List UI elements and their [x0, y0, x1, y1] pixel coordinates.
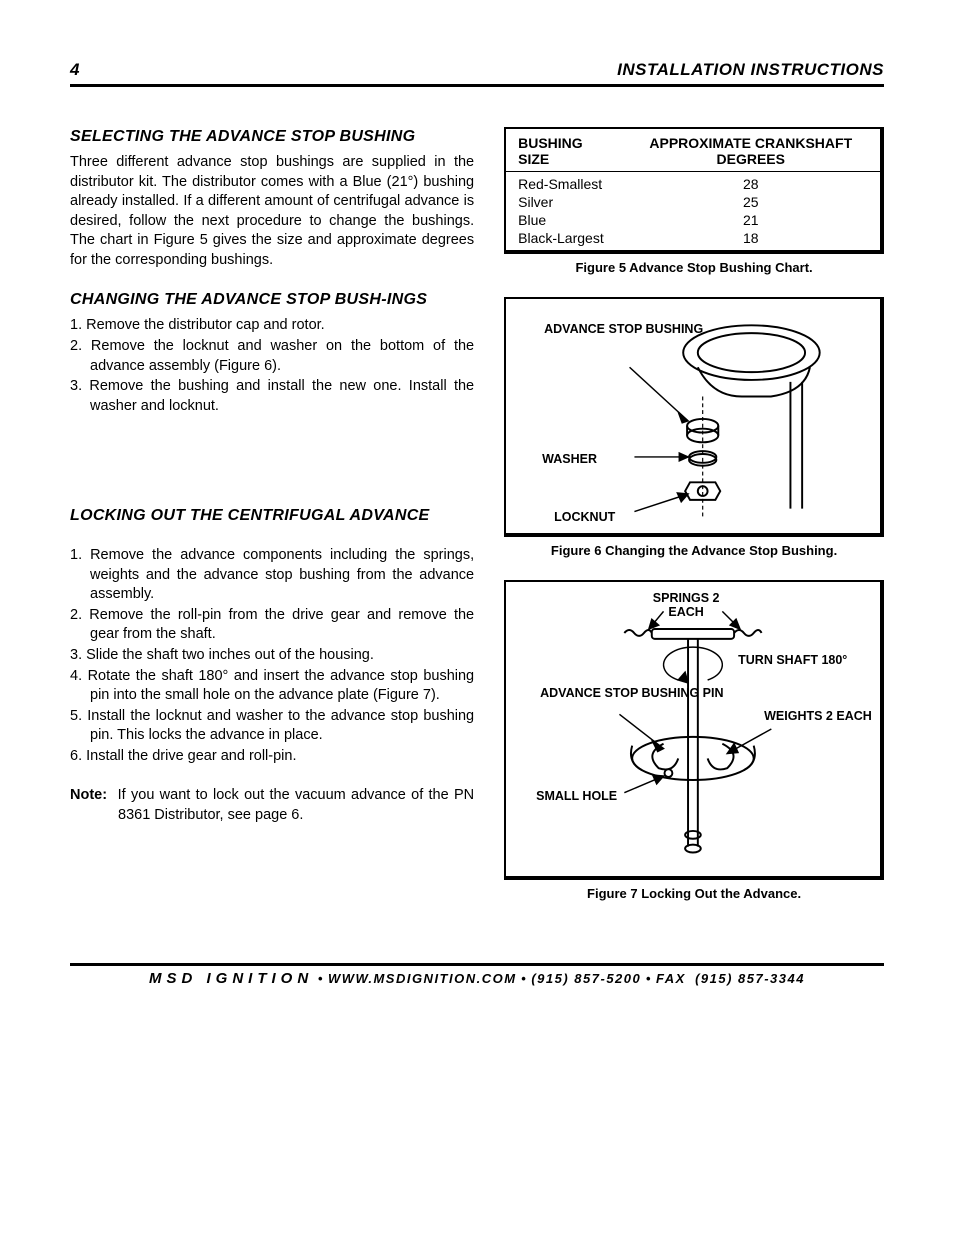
page-footer: MSD IGNITION • WWW.MSDIGNITION.COM • (91… — [70, 963, 884, 987]
page-header: 4 INSTALLATION INSTRUCTIONS — [70, 60, 884, 87]
label-weights: WEIGHTS 2 EACH — [764, 710, 872, 724]
bushing-table: BUSHING SIZE APPROXIMATE CRANKSHAFT DEGR… — [504, 127, 884, 254]
note-text: If you want to lock out the vacuum advan… — [118, 787, 474, 823]
footer-phone: (915) 857-5200 — [531, 971, 641, 986]
header-title: INSTALLATION INSTRUCTIONS — [617, 60, 884, 80]
footer-brand: MSD IGNITION — [149, 970, 313, 987]
figure7-svg — [506, 582, 880, 876]
table-header: BUSHING SIZE — [506, 129, 621, 172]
footer-url: WWW.MSDIGNITION.COM — [328, 971, 517, 986]
label-advance-bushing: ADVANCE STOP BUSHING — [544, 323, 703, 337]
footer-fax: (915) 857-3344 — [695, 971, 805, 986]
note-label: Note: — [70, 787, 107, 803]
list-changing: 1. Remove the distributor cap and rotor.… — [70, 316, 474, 416]
list-locking: 1. Remove the advance components includi… — [70, 546, 474, 766]
table-row: Blue21 — [506, 211, 880, 229]
content-columns: SELECTING THE ADVANCE STOP BUSHING Three… — [70, 127, 884, 923]
figure6-diagram: ADVANCE STOP BUSHING WASHER LOCKNUT — [504, 297, 884, 537]
label-text: SPRINGS 2 EACH — [653, 591, 720, 619]
figure5-caption: Figure 5 Advance Stop Bushing Chart. — [504, 260, 884, 275]
note-locking: Note: If you want to lock out the vacuum… — [70, 786, 474, 825]
cell: Silver — [506, 193, 621, 211]
label-text: TURN SHAFT 180° — [738, 653, 847, 667]
table-row: Silver25 — [506, 193, 880, 211]
cell: 25 — [622, 193, 881, 211]
list-item: 6. Install the drive gear and roll-pin. — [70, 747, 474, 767]
list-item: 1. Remove the distributor cap and rotor. — [70, 316, 474, 336]
table-header: APPROXIMATE CRANKSHAFT DEGREES — [622, 129, 881, 172]
heading-selecting: SELECTING THE ADVANCE STOP BUSHING — [70, 127, 474, 147]
footer-sep: • — [318, 971, 328, 986]
label-washer: WASHER — [542, 453, 597, 467]
label-advance-pin: ADVANCE STOP BUSHING PIN — [540, 687, 723, 701]
footer-sep: • — [521, 971, 531, 986]
page-number: 4 — [70, 60, 79, 80]
cell: Blue — [506, 211, 621, 229]
label-text: WEIGHTS 2 EACH — [764, 709, 872, 723]
label-locknut: LOCKNUT — [554, 511, 615, 525]
cell: 28 — [622, 172, 881, 194]
table-row: Black-Largest18 — [506, 229, 880, 250]
paragraph-selecting: Three different advance stop bushings ar… — [70, 153, 474, 270]
figure7-caption: Figure 7 Locking Out the Advance. — [504, 886, 884, 901]
list-item: 1. Remove the advance components includi… — [70, 546, 474, 605]
label-springs: SPRINGS 2 EACH — [646, 592, 726, 620]
figure7-diagram: SPRINGS 2 EACH TURN SHAFT 180° ADVANCE S… — [504, 580, 884, 880]
heading-changing: CHANGING THE ADVANCE STOP BUSH-INGS — [70, 290, 474, 310]
list-item: 2. Remove the locknut and washer on the … — [70, 337, 474, 376]
label-text: ADVANCE STOP BUSHING PIN — [540, 686, 723, 700]
table-header-text: APPROXIMATE CRANKSHAFT DEGREES — [634, 135, 869, 167]
label-turn-shaft: TURN SHAFT 180° — [738, 654, 847, 668]
list-item: 2. Remove the roll-pin from the drive ge… — [70, 606, 474, 645]
label-text: ADVANCE STOP BUSHING — [544, 323, 703, 337]
left-column: SELECTING THE ADVANCE STOP BUSHING Three… — [70, 127, 474, 923]
table-row: Red-Smallest28 — [506, 172, 880, 194]
footer-fax-label: FAX — [656, 971, 686, 986]
heading-locking: LOCKING OUT THE CENTRIFUGAL ADVANCE — [70, 506, 474, 526]
cell: 18 — [622, 229, 881, 250]
figure6-caption: Figure 6 Changing the Advance Stop Bushi… — [504, 543, 884, 558]
list-item: 3. Slide the shaft two inches out of the… — [70, 646, 474, 666]
list-item: 5. Install the locknut and washer to the… — [70, 707, 474, 746]
label-small-hole: SMALL HOLE — [536, 790, 617, 804]
right-column: BUSHING SIZE APPROXIMATE CRANKSHAFT DEGR… — [504, 127, 884, 923]
list-item: 4. Rotate the shaft 180° and insert the … — [70, 667, 474, 706]
list-item: 3. Remove the bushing and install the ne… — [70, 377, 474, 416]
cell: Black-Largest — [506, 229, 621, 250]
cell: 21 — [622, 211, 881, 229]
footer-sep: • — [646, 971, 656, 986]
cell: Red-Smallest — [506, 172, 621, 194]
